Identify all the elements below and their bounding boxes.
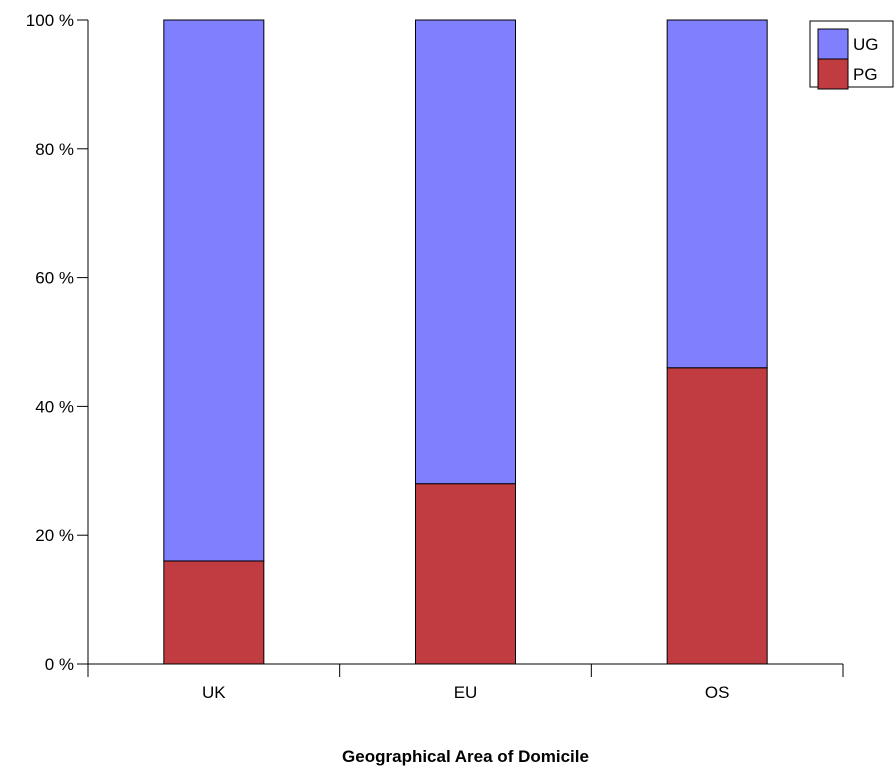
y-tick-label: 100 % [26,11,74,30]
x-tick-label: OS [705,683,730,702]
x-tick-label: UK [202,683,226,702]
bar-segment-pg-eu [415,483,516,665]
legend: UG PG [809,20,894,90]
bar-segment-pg-os [666,367,768,665]
bar-segment-ug-uk [163,19,265,562]
y-tick-label: 0 % [45,655,74,674]
bar-segment-ug-eu [415,19,516,485]
bar-segment-ug-os [666,19,768,369]
legend-swatch-ug [817,28,849,60]
y-ticks: 0 % 20 % 40 % 60 % 80 % 100 % [26,11,88,674]
y-tick-label: 60 % [35,269,74,288]
x-tick-label: EU [454,683,478,702]
x-axis-title: Geographical Area of Domicile [342,747,589,766]
legend-label-ug: UG [853,35,879,54]
legend-swatch-pg [817,58,849,90]
axes-layer [87,20,843,665]
y-tick-label: 20 % [35,526,74,545]
bar-segment-pg-uk [163,560,265,665]
legend-label-pg: PG [853,65,878,84]
y-tick-label: 80 % [35,140,74,159]
x-ticks: UK EU OS [87,664,844,702]
bars-layer [163,19,768,665]
y-tick-label: 40 % [35,397,74,416]
